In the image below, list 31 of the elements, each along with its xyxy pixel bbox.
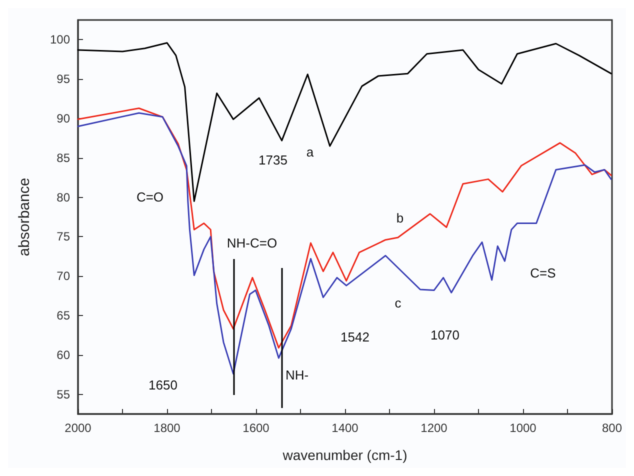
x-tick-label: 2000 — [64, 421, 92, 435]
y-tick-label: 75 — [56, 230, 70, 244]
line-series — [77, 42, 612, 202]
y-tick-label: 55 — [56, 387, 70, 402]
x-tick-label: 1000 — [510, 421, 537, 435]
annotation: NH-C=O — [226, 236, 278, 250]
annotation: 1542 — [340, 330, 370, 344]
x-tick-label: 1600 — [242, 421, 270, 435]
annotation: C=S — [530, 266, 556, 280]
x-tick-label: 1400 — [332, 421, 359, 435]
annotation: b — [396, 210, 404, 226]
y-axis-title: absorbance — [16, 178, 33, 256]
annotation: C=O — [136, 190, 164, 204]
y-tick-label: 80 — [56, 190, 70, 204]
y-tick-label: 60 — [56, 348, 70, 362]
y-tick-label: 95 — [56, 72, 70, 86]
annotation: 1735 — [258, 152, 288, 168]
annotation: 1650 — [148, 378, 178, 392]
annotation: NH- — [285, 368, 309, 382]
annotation: 1070 — [430, 328, 460, 342]
y-tick-label: 65 — [56, 308, 70, 322]
x-tick-label: 1800 — [154, 421, 181, 435]
y-tick-label: 85 — [56, 150, 70, 165]
y-tick-label: 90 — [56, 112, 70, 126]
y-tick-label: 70 — [56, 269, 70, 284]
annotation: a — [306, 144, 314, 160]
annotation: c — [394, 296, 402, 310]
x-axis-title: wavenumber (cm-1) — [282, 447, 408, 463]
y-tick-label: 100 — [50, 32, 70, 47]
x-tick-label: 800 — [602, 421, 622, 435]
x-tick-label: 1200 — [420, 421, 448, 435]
